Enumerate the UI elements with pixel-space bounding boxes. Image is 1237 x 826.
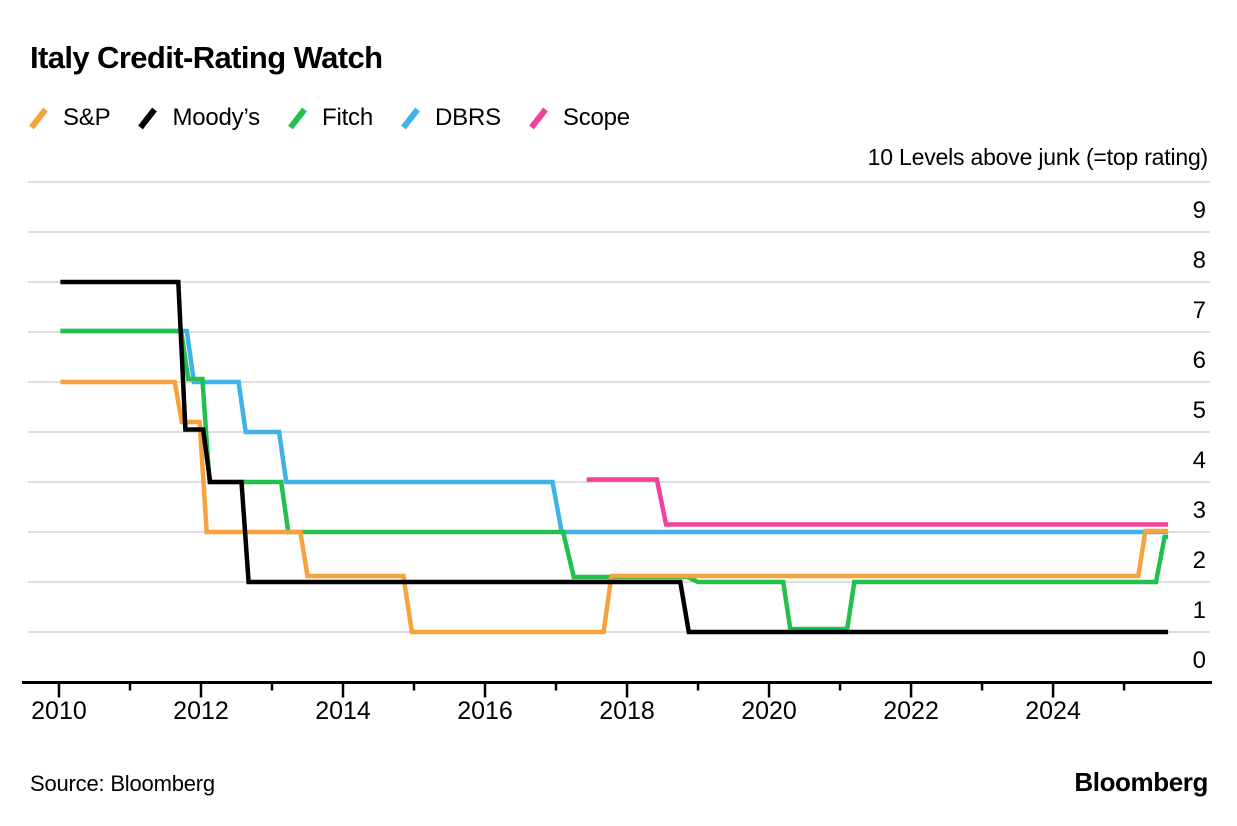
legend-swatch-slash-icon — [288, 107, 307, 130]
legend-label: DBRS — [435, 104, 501, 131]
legend: S&P Moody’s Fitch DBRS Scope — [28, 104, 630, 132]
y-tick-label-2: 2 — [1193, 547, 1206, 574]
y-tick-label-1: 1 — [1193, 597, 1206, 624]
legend-label: S&P — [63, 104, 111, 131]
y-tick-label-9: 9 — [1193, 197, 1206, 224]
legend-swatch-slash-icon — [29, 107, 48, 130]
series-line-s-p — [60, 379, 1169, 635]
bloomberg-logo: Bloomberg — [1074, 767, 1208, 797]
x-tick-label-2022: 2022 — [883, 697, 939, 725]
legend-item-moody-s: Moody’s — [137, 104, 260, 132]
legend-swatch-slash-icon — [401, 107, 420, 130]
legend-swatch-slash-icon — [529, 107, 548, 130]
series-line-dbrs — [60, 328, 1169, 535]
y-tick-label-6: 6 — [1193, 347, 1206, 374]
y-tick-label-3: 3 — [1193, 497, 1206, 524]
x-tick-label-2010: 2010 — [31, 697, 87, 725]
legend-label: Scope — [562, 104, 630, 131]
y-tick-label-5: 5 — [1193, 397, 1206, 424]
y-tick-label-7: 7 — [1193, 297, 1206, 324]
source-note: Source: Bloomberg — [30, 771, 215, 796]
x-tick-label-2018: 2018 — [599, 697, 655, 725]
y-tick-label-8: 8 — [1193, 247, 1206, 274]
series-line-moody-s — [60, 279, 1169, 635]
x-tick-label-2012: 2012 — [173, 697, 229, 725]
legend-item-s-p: S&P — [28, 104, 111, 132]
legend-label: Fitch — [321, 104, 373, 131]
y-axis-title: 10 Levels above junk (=top rating) — [867, 144, 1209, 170]
series-line-scope — [586, 477, 1169, 527]
legend-item-fitch: Fitch — [287, 104, 373, 132]
x-tick-label-2024: 2024 — [1025, 697, 1081, 725]
legend-swatch-slash-icon — [138, 107, 158, 130]
legend-item-scope: Scope — [528, 104, 630, 132]
x-tick-label-2014: 2014 — [315, 697, 371, 725]
legend-item-dbrs: DBRS — [400, 104, 501, 132]
y-tick-label-0: 0 — [1193, 647, 1206, 674]
x-tick-label-2020: 2020 — [741, 697, 797, 725]
y-tick-label-4: 4 — [1193, 447, 1206, 474]
chart-title: Italy Credit-Rating Watch — [30, 40, 383, 75]
x-tick-label-2016: 2016 — [457, 697, 513, 725]
legend-label: Moody’s — [172, 104, 260, 131]
